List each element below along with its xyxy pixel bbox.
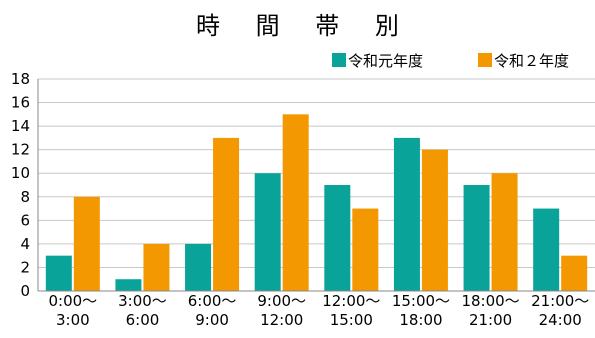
bar-series-2-5 — [421, 149, 448, 291]
bar-series-1-3 — [254, 173, 281, 291]
y-tick-label: 16 — [11, 94, 30, 112]
x-tick-label: 0:00～ — [48, 292, 97, 310]
bar-series-2-2 — [213, 137, 240, 291]
bar-series-1-0 — [45, 255, 72, 291]
y-tick-label: 0 — [20, 282, 30, 300]
y-tick-label: 14 — [11, 117, 30, 135]
y-tick-label: 6 — [20, 211, 30, 229]
x-tick-label: 12:00～ — [322, 292, 380, 310]
legend-label-1: 令和元年度 — [348, 52, 423, 70]
x-tick-label: 6:00 — [126, 311, 160, 329]
legend-label-2: 令和２年度 — [494, 52, 569, 70]
axes: 0246810121416180:00～3:003:00～6:006:00～9:… — [11, 70, 595, 329]
y-tick-label: 8 — [20, 188, 30, 206]
bar-series-2-1 — [143, 243, 170, 291]
x-tick-label: 9:00 — [195, 311, 229, 329]
bar-series-2-6 — [491, 173, 518, 291]
y-tick-label: 18 — [11, 70, 30, 88]
y-tick-label: 12 — [11, 141, 30, 159]
grid — [38, 78, 595, 292]
bar-series-1-2 — [185, 243, 212, 291]
x-tick-label: 9:00～ — [257, 292, 306, 310]
bar-series-1-7 — [533, 208, 560, 291]
x-tick-label: 21:00～ — [531, 292, 589, 310]
chart-title: 時 間 帯 別 — [196, 12, 413, 40]
x-tick-label: 3:00 — [56, 311, 90, 329]
x-tick-label: 12:00 — [260, 311, 303, 329]
x-tick-label: 3:00～ — [118, 292, 167, 310]
x-tick-label: 18:00 — [399, 311, 442, 329]
bar-series-1-1 — [115, 279, 142, 291]
bar-series-2-4 — [352, 208, 379, 291]
x-tick-label: 15:00～ — [392, 292, 450, 310]
bar-series-1-4 — [324, 185, 351, 291]
bar-series-2-7 — [561, 255, 588, 291]
x-tick-label: 24:00 — [539, 311, 582, 329]
y-tick-label: 2 — [20, 258, 30, 276]
bars — [45, 114, 588, 291]
legend: 令和元年度 令和２年度 — [332, 52, 569, 70]
x-tick-label: 21:00 — [469, 311, 512, 329]
bar-series-1-5 — [393, 137, 420, 291]
x-tick-label: 15:00 — [330, 311, 373, 329]
y-tick-label: 10 — [11, 164, 30, 182]
x-tick-label: 6:00～ — [188, 292, 237, 310]
legend-swatch-2 — [478, 53, 492, 67]
bar-series-2-0 — [73, 196, 100, 291]
bar-series-2-3 — [282, 114, 309, 291]
x-tick-label: 18:00～ — [461, 292, 519, 310]
bar-series-1-6 — [463, 185, 490, 291]
legend-swatch-1 — [332, 53, 346, 67]
y-tick-label: 4 — [20, 235, 30, 253]
